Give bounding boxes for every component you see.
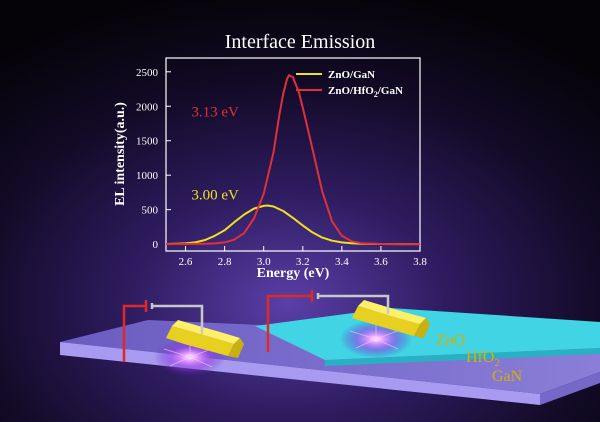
- layer-label-hfo2: HfO2: [466, 349, 500, 369]
- series-line-1: [165, 74, 420, 246]
- y-tick-label: 2000: [136, 101, 159, 113]
- layer-label-zno: ZnO: [436, 332, 465, 349]
- circuit-left: [122, 300, 204, 362]
- chart-title: Interface Emission: [225, 31, 376, 53]
- circuit-right: [266, 290, 390, 352]
- peak-annotations: 3.13 eV 3.00 eV: [191, 105, 239, 204]
- x-axis: 2.6 2.8 3.0 3.2 3.4 3.6 3.8: [179, 246, 427, 268]
- legend-entry: ZnO/GaN: [328, 69, 375, 81]
- legend-entry: ZnO/HfO2/GaN: [328, 85, 403, 99]
- substrate-side: [540, 372, 600, 405]
- y-axis: 0 500 1000 1500 2000 2500: [136, 67, 171, 251]
- layer-label-gan: GaN: [492, 368, 523, 385]
- layer-label-hfo2-subscript: 2: [494, 357, 500, 369]
- y-tick-label: 1000: [136, 170, 159, 182]
- x-tick-label: 3.4: [335, 256, 349, 268]
- legend: ZnO/GaN ZnO/HfO2/GaN: [296, 69, 403, 99]
- emission-rays-right: [349, 325, 401, 350]
- y-tick-label: 0: [153, 239, 159, 251]
- peak-label: 3.13 eV: [191, 105, 239, 121]
- y-tick-label: 500: [142, 205, 159, 217]
- x-tick-label: 2.8: [218, 256, 232, 268]
- zno-nanorod-left: [166, 320, 244, 358]
- x-tick-label: 3.2: [296, 256, 310, 268]
- zno-nanorod-right: [352, 300, 430, 338]
- spectrum-chart: 0 500 1000 1500 2000 2500 2.6 2.8 3.0 3.2 3.4 3.6 3…: [113, 31, 427, 281]
- plot-frame: [165, 57, 421, 252]
- x-tick-label: 3.8: [413, 256, 427, 268]
- y-axis-label: EL intensity(a.u.): [113, 102, 128, 206]
- x-tick-label: 3.0: [257, 256, 271, 268]
- device-illustration: ZnO HfO2 GaN: [60, 290, 600, 405]
- x-tick-label: 3.6: [374, 256, 388, 268]
- peak-label: 3.00 eV: [191, 187, 239, 203]
- x-tick-label: 2.6: [179, 256, 193, 268]
- y-tick-label: 2500: [136, 67, 159, 79]
- hfo2-layer-top: [255, 308, 600, 360]
- series-lines: [165, 74, 420, 246]
- y-tick-label: 1500: [136, 136, 159, 148]
- x-axis-label: Energy (eV): [257, 266, 330, 281]
- hfo2-layer-front: [325, 348, 600, 366]
